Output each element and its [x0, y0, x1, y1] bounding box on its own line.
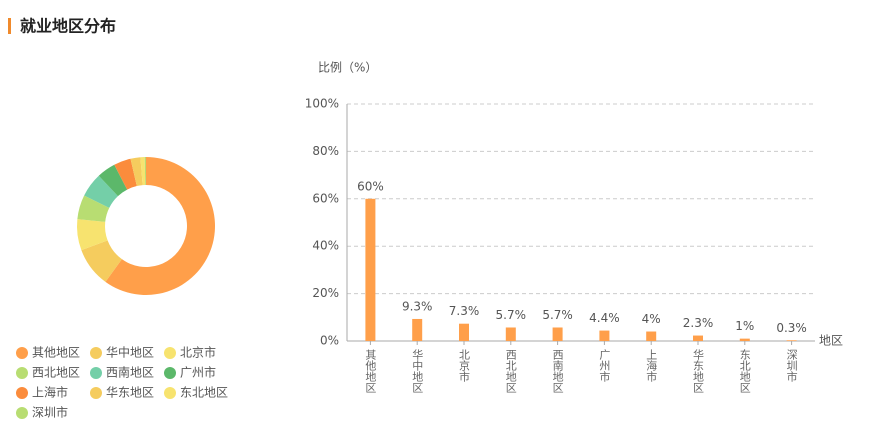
legend-label: 其他地区 [32, 346, 80, 360]
legend-swatch [16, 347, 28, 359]
x-tick-label: 华东地区 [692, 348, 705, 393]
pie-slice [98, 164, 128, 197]
x-tick-label: 广州市 [598, 349, 611, 383]
value-label: 9.3% [402, 299, 433, 313]
legend-swatch [16, 387, 28, 399]
section-title: 就业地区分布 [20, 17, 116, 36]
x-tick-label: 上海市 [645, 349, 658, 383]
bar [412, 318, 423, 341]
pie-slice [130, 157, 143, 187]
x-axis-label: 地区 [819, 334, 843, 348]
value-label: 60% [357, 179, 384, 193]
x-tick-label: 其他地区 [364, 349, 377, 393]
bar [646, 331, 657, 341]
pie-slice [144, 157, 146, 186]
value-label: 4.4% [589, 311, 620, 325]
bar [552, 327, 563, 341]
value-label: 0.3% [776, 321, 807, 335]
pie-slice [140, 157, 146, 186]
legend-label: 西北地区 [32, 366, 80, 380]
y-tick-label: 0% [320, 334, 339, 348]
legend-label: 西南地区 [106, 365, 154, 380]
title-marker [8, 18, 11, 34]
pie-slice [81, 240, 122, 282]
legend-label: 华东地区 [106, 386, 154, 400]
value-label: 7.3% [449, 304, 480, 318]
y-axis-label: 比例（%） [318, 61, 377, 75]
bar [459, 323, 469, 341]
pie-slice [77, 219, 108, 251]
pie-slice [105, 157, 215, 295]
x-tick-label: 西北地区 [504, 349, 517, 393]
legend-label: 深圳市 [32, 405, 68, 420]
bar [693, 335, 703, 341]
pie-slice [84, 175, 118, 208]
legend-label: 东北地区 [180, 386, 228, 400]
value-label: 5.7% [542, 308, 573, 322]
y-tick-label: 60% [312, 191, 339, 205]
bar [786, 340, 797, 341]
bar [599, 330, 610, 341]
value-label: 4% [642, 312, 661, 326]
legend-swatch [16, 407, 28, 419]
bar [505, 327, 516, 341]
legend-swatch [164, 387, 176, 399]
y-tick-label: 80% [312, 144, 339, 158]
x-tick-label: 深圳市 [785, 349, 798, 383]
bar [739, 338, 750, 341]
pie-slice [77, 195, 110, 222]
y-tick-label: 20% [312, 286, 339, 300]
pie-slice [114, 158, 137, 190]
legend-swatch [16, 367, 28, 379]
legend-label: 北京市 [180, 345, 216, 360]
bar [365, 198, 376, 341]
x-tick-label: 华中地区 [411, 348, 424, 393]
legend-swatch [164, 367, 176, 379]
value-label: 2.3% [683, 316, 714, 330]
legend-label: 华中地区 [106, 345, 154, 360]
value-label: 5.7% [496, 308, 527, 322]
y-tick-label: 40% [312, 239, 339, 253]
x-tick-label: 东北地区 [738, 349, 751, 393]
legend-label: 上海市 [32, 385, 68, 400]
legend-label: 广州市 [180, 365, 216, 380]
legend-swatch [90, 347, 102, 359]
legend-swatch [90, 367, 102, 379]
x-tick-label: 西南地区 [551, 349, 564, 393]
x-tick-label: 北京市 [458, 349, 471, 383]
y-tick-label: 100% [305, 97, 339, 111]
value-label: 1% [735, 319, 754, 333]
legend-swatch [164, 347, 176, 359]
legend-swatch [90, 387, 102, 399]
